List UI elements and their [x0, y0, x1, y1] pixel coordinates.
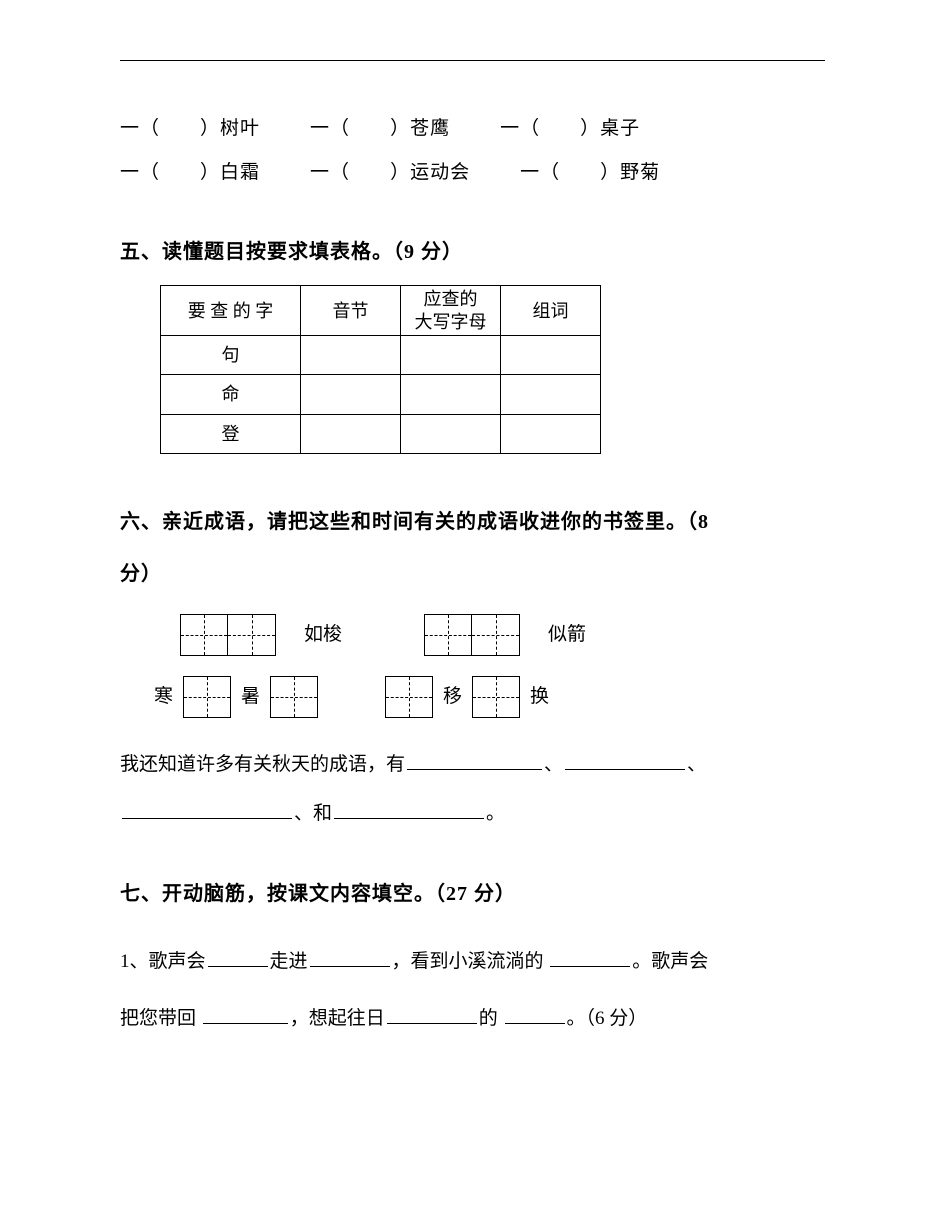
blank — [565, 751, 685, 770]
table-row: 命 — [161, 375, 601, 414]
fill-item: 一（ ）苍鹰 — [310, 111, 450, 147]
fill-item: 一（ ）白霜 — [120, 155, 260, 191]
th-cap: 应查的 大写字母 — [401, 286, 501, 336]
fill-suffix: ）野菊 — [600, 162, 660, 183]
txt: 的 — [479, 1008, 498, 1029]
label-shu: 暑 — [241, 679, 260, 715]
txt: 、和 — [294, 803, 332, 824]
label-rusuo: 如梭 — [304, 617, 342, 653]
cell — [501, 375, 601, 414]
blank — [407, 751, 542, 770]
th-char: 要 查 的 字 — [161, 286, 301, 336]
char-box — [228, 614, 276, 656]
txt: 。 — [486, 803, 505, 824]
sec6-body: 我还知道许多有关秋天的成语，有 、 、 、和 。 — [120, 740, 825, 839]
fill-prefix: 一（ — [120, 118, 160, 139]
fill-item: 一（ ）桌子 — [500, 111, 640, 147]
blank — [334, 800, 484, 819]
char-box — [180, 614, 228, 656]
fill-suffix: ）白霜 — [200, 162, 260, 183]
char-pair — [180, 614, 276, 656]
txt: 、 — [544, 754, 563, 775]
label-han: 寒 — [154, 679, 173, 715]
char-box — [385, 676, 433, 718]
blank — [387, 1005, 477, 1024]
idiom-row-1: 如梭 似箭 — [180, 614, 825, 656]
txt: 把您带回 — [120, 1008, 196, 1029]
blank — [203, 1005, 288, 1024]
section7-title: 七、开动脑筋，按课文内容填空。（27 分） — [120, 875, 825, 913]
char-box — [472, 676, 520, 718]
cell — [301, 336, 401, 375]
label-huan: 换 — [530, 679, 549, 715]
fill-item: 一（ ）树叶 — [120, 111, 260, 147]
char-box — [424, 614, 472, 656]
idiom-row-2: 寒 暑 移 换 — [150, 676, 825, 718]
cell — [301, 375, 401, 414]
fill-item: 一（ ）运动会 — [310, 155, 470, 191]
txt: 1、歌声会 — [120, 951, 206, 972]
table-row: 句 — [161, 336, 601, 375]
section6-title: 六、亲近成语，请把这些和时间有关的成语收进你的书签里。（8 分） — [120, 496, 825, 600]
fill-prefix: 一（ — [310, 162, 350, 183]
cell — [501, 414, 601, 453]
blank — [122, 800, 292, 819]
txt: 。歌声会 — [632, 951, 708, 972]
txt: ，看到小溪流淌的 — [392, 951, 544, 972]
cell-char: 登 — [161, 414, 301, 453]
cell — [401, 336, 501, 375]
sec6-title-a: 六、亲近成语，请把这些和时间有关的成语收进你的书签里。（ — [120, 511, 698, 533]
txt: ，想起往日 — [290, 1008, 385, 1029]
txt: 。（6 分） — [567, 1008, 648, 1029]
label-yi: 移 — [443, 679, 462, 715]
blank — [550, 948, 630, 967]
txt: 走进 — [270, 951, 308, 972]
label-sijian: 似箭 — [548, 617, 586, 653]
fill-suffix: ）桌子 — [580, 118, 640, 139]
char-box — [472, 614, 520, 656]
fill-prefix: 一（ — [120, 162, 160, 183]
fill-prefix: 一（ — [310, 118, 350, 139]
cell-char: 命 — [161, 375, 301, 414]
cell — [401, 414, 501, 453]
char-box — [183, 676, 231, 718]
fill-row-1: 一（ ）树叶 一（ ）苍鹰 一（ ）桌子 — [120, 111, 825, 147]
fill-suffix: ）运动会 — [390, 162, 470, 183]
table-row: 登 — [161, 414, 601, 453]
blank — [310, 948, 390, 967]
table-header-row: 要 查 的 字 音节 应查的 大写字母 组词 — [161, 286, 601, 336]
fill-suffix: ）树叶 — [200, 118, 260, 139]
cell-char: 句 — [161, 336, 301, 375]
char-box — [270, 676, 318, 718]
cell — [301, 414, 401, 453]
fill-row-2: 一（ ）白霜 一（ ）运动会 一（ ）野菊 — [120, 155, 825, 191]
txt: 、 — [687, 754, 706, 775]
fill-prefix: 一（ — [500, 118, 540, 139]
top-rule — [120, 60, 825, 61]
sec6-points: 8 — [698, 511, 709, 533]
fill-item: 一（ ）野菊 — [520, 155, 660, 191]
section5-title: 五、读懂题目按要求填表格。（9 分） — [120, 233, 825, 271]
fill-suffix: ）苍鹰 — [390, 118, 450, 139]
blank — [505, 1005, 565, 1024]
cell — [401, 375, 501, 414]
char-pair — [424, 614, 520, 656]
idiom-area: 如梭 似箭 寒 暑 移 换 — [180, 614, 825, 718]
th-word: 组词 — [501, 286, 601, 336]
th-yin: 音节 — [301, 286, 401, 336]
txt: 我还知道许多有关秋天的成语，有 — [120, 754, 405, 775]
fill-prefix: 一（ — [520, 162, 560, 183]
sec6-title-b: 分） — [120, 563, 162, 585]
cell — [501, 336, 601, 375]
lookup-table: 要 查 的 字 音节 应查的 大写字母 组词 句 命 登 — [160, 285, 601, 454]
sec7-q1: 1、歌声会 走进 ，看到小溪流淌的 。歌声会 把您带回 ，想起往日 的 。（6 分） — [120, 933, 825, 1047]
blank — [208, 948, 268, 967]
